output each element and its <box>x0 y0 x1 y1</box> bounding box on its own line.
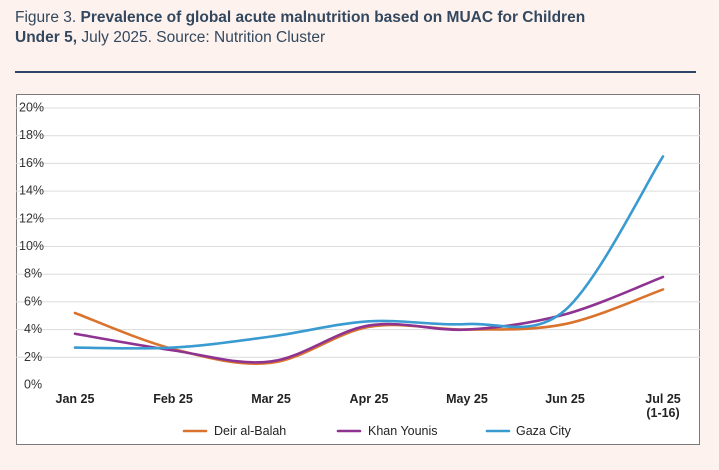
svg-text:2%: 2% <box>24 350 42 364</box>
svg-text:10%: 10% <box>19 239 44 253</box>
svg-text:Jan 25: Jan 25 <box>56 392 95 406</box>
svg-text:Deir al-Balah: Deir al-Balah <box>214 424 286 438</box>
svg-text:Jul 25: Jul 25 <box>645 392 680 406</box>
svg-text:12%: 12% <box>19 211 44 225</box>
svg-text:8%: 8% <box>24 267 42 281</box>
svg-text:Jun 25: Jun 25 <box>545 392 585 406</box>
svg-text:Feb 25: Feb 25 <box>153 392 193 406</box>
svg-text:Apr 25: Apr 25 <box>350 392 389 406</box>
svg-text:(1-16): (1-16) <box>646 406 679 420</box>
svg-text:6%: 6% <box>24 294 42 308</box>
svg-text:Mar 25: Mar 25 <box>251 392 291 406</box>
svg-text:Khan Younis: Khan Younis <box>368 424 438 438</box>
svg-text:May 25: May 25 <box>446 392 488 406</box>
svg-text:18%: 18% <box>19 128 44 142</box>
svg-text:Gaza City: Gaza City <box>516 424 572 438</box>
svg-text:4%: 4% <box>24 322 42 336</box>
svg-text:14%: 14% <box>19 184 44 198</box>
svg-text:0%: 0% <box>24 378 42 392</box>
svg-text:20%: 20% <box>19 101 44 115</box>
svg-text:16%: 16% <box>19 156 44 170</box>
